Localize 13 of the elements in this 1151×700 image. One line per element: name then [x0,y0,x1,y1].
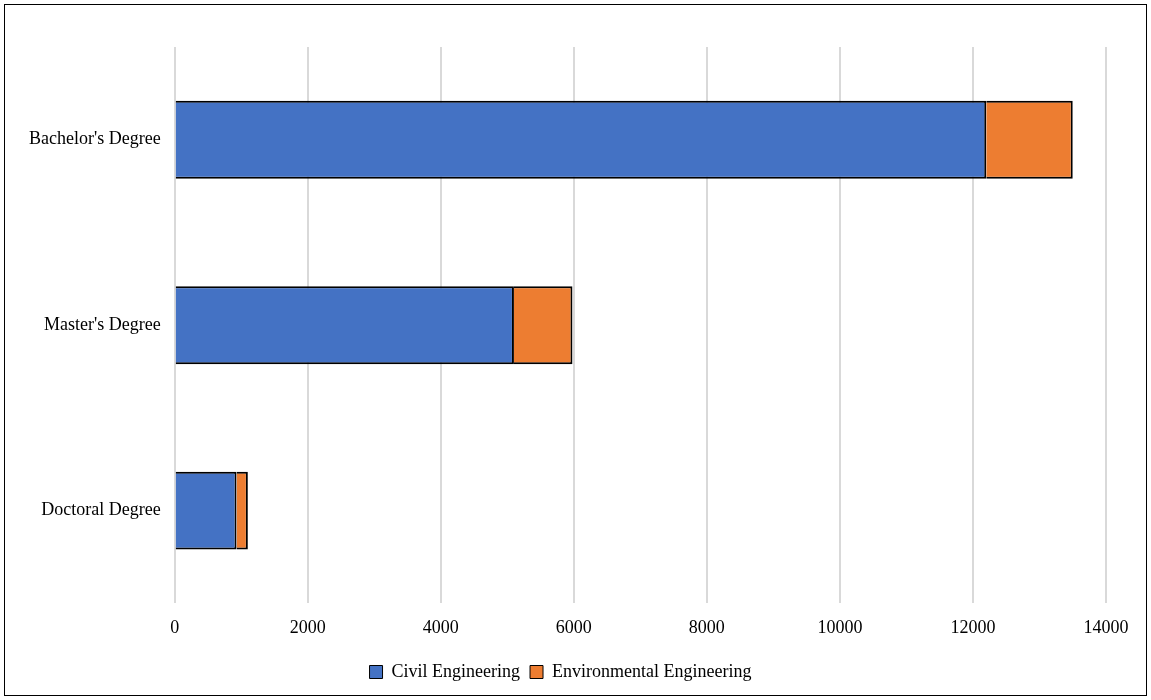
y-tick-label: Doctoral Degree [41,499,161,520]
x-tick-label: 4000 [422,616,459,637]
legend-label: Environmental Engineering [552,660,752,681]
y-tick-label: Master's Degree [43,313,161,334]
legend-label: Civil Engineering [391,660,521,681]
x-tick-label: 12000 [950,616,996,637]
x-tick-label: 2000 [289,616,326,637]
x-tick-label: 10000 [817,616,863,637]
y-tick-label: Bachelor's Degree [28,128,161,149]
x-tick-label: 14000 [1083,616,1129,637]
x-tick-label: 6000 [555,616,592,637]
x-tick-label: 0 [170,616,180,637]
x-tick-label: 8000 [688,616,725,637]
